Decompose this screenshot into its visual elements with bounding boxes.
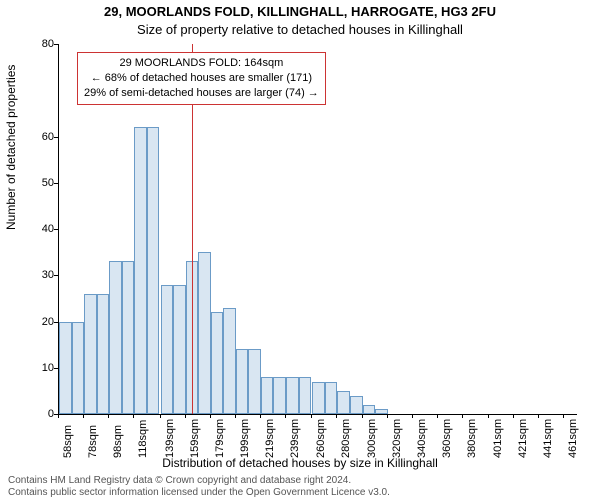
histogram-bar xyxy=(59,322,72,415)
x-tick-label: 461sqm xyxy=(567,419,579,458)
histogram-bar xyxy=(325,382,338,414)
x-tick-label: 421sqm xyxy=(517,419,529,458)
x-tick-label: 159sqm xyxy=(189,419,201,458)
x-tick-mark xyxy=(260,414,261,418)
x-tick-label: 380sqm xyxy=(466,419,478,458)
y-tick-mark xyxy=(54,322,58,323)
x-tick-mark xyxy=(513,414,514,418)
x-tick-label: 58sqm xyxy=(62,425,74,458)
x-axis-label: Distribution of detached houses by size … xyxy=(0,456,600,470)
histogram-bar xyxy=(273,377,286,414)
y-tick-label: 50 xyxy=(42,177,54,189)
x-tick-mark xyxy=(285,414,286,418)
y-tick-label: 30 xyxy=(42,269,54,281)
y-tick-mark xyxy=(54,183,58,184)
histogram-bar xyxy=(286,377,299,414)
y-tick-label: 0 xyxy=(48,408,54,420)
x-tick-label: 219sqm xyxy=(264,419,276,458)
annotation-line: ← 68% of detached houses are smaller (17… xyxy=(84,71,319,86)
x-tick-label: 300sqm xyxy=(366,419,378,458)
x-tick-label: 340sqm xyxy=(416,419,428,458)
x-tick-mark xyxy=(235,414,236,418)
y-tick-label: 60 xyxy=(42,131,54,143)
y-tick-label: 10 xyxy=(42,362,54,374)
histogram-bar xyxy=(72,322,85,415)
x-tick-mark xyxy=(488,414,489,418)
footer-line-1: Contains HM Land Registry data © Crown c… xyxy=(8,475,592,487)
histogram-bar xyxy=(337,391,350,414)
x-tick-mark xyxy=(210,414,211,418)
x-tick-mark xyxy=(362,414,363,418)
x-tick-mark xyxy=(412,414,413,418)
x-tick-mark xyxy=(83,414,84,418)
y-tick-label: 20 xyxy=(42,316,54,328)
x-tick-label: 441sqm xyxy=(542,419,554,458)
x-tick-label: 118sqm xyxy=(137,420,149,458)
x-tick-mark xyxy=(437,414,438,418)
x-tick-label: 401sqm xyxy=(492,419,504,458)
x-tick-mark xyxy=(108,414,109,418)
histogram-bar xyxy=(236,349,249,414)
chart-subtitle: Size of property relative to detached ho… xyxy=(0,22,600,37)
x-tick-label: 199sqm xyxy=(239,419,251,458)
x-tick-mark xyxy=(563,414,564,418)
histogram-bar xyxy=(261,377,274,414)
y-axis-label: Number of detached properties xyxy=(4,65,18,230)
x-tick-label: 320sqm xyxy=(391,419,403,458)
histogram-bar xyxy=(161,285,174,415)
histogram-bar xyxy=(122,261,135,414)
x-tick-mark xyxy=(462,414,463,418)
histogram-bar xyxy=(350,396,363,415)
x-tick-mark xyxy=(185,414,186,418)
x-tick-label: 239sqm xyxy=(289,419,301,458)
y-tick-mark xyxy=(54,137,58,138)
y-tick-mark xyxy=(54,44,58,45)
attribution-footer: Contains HM Land Registry data © Crown c… xyxy=(8,475,592,499)
histogram-bar xyxy=(84,294,97,414)
x-tick-mark xyxy=(58,414,59,418)
y-tick-mark xyxy=(54,229,58,230)
histogram-bar xyxy=(211,312,224,414)
x-tick-label: 179sqm xyxy=(214,419,226,458)
histogram-bar xyxy=(312,382,325,414)
histogram-bar xyxy=(147,127,160,414)
annotation-line: 29 MOORLANDS FOLD: 164sqm xyxy=(84,56,319,71)
histogram-bar xyxy=(173,285,186,415)
y-tick-mark xyxy=(54,368,58,369)
x-tick-mark xyxy=(160,414,161,418)
chart-title: 29, MOORLANDS FOLD, KILLINGHALL, HARROGA… xyxy=(0,4,600,19)
histogram-bar xyxy=(299,377,312,414)
y-tick-mark xyxy=(54,275,58,276)
annotation-box: 29 MOORLANDS FOLD: 164sqm← 68% of detach… xyxy=(77,52,326,105)
x-tick-mark xyxy=(387,414,388,418)
histogram-bar xyxy=(97,294,110,414)
y-tick-label: 40 xyxy=(42,223,54,235)
x-tick-label: 98sqm xyxy=(112,425,124,458)
footer-line-2: Contains public sector information licen… xyxy=(8,487,592,499)
histogram-bar xyxy=(198,252,211,414)
x-tick-label: 360sqm xyxy=(441,419,453,458)
x-tick-label: 78sqm xyxy=(87,425,99,458)
chart-container: { "title_main": "29, MOORLANDS FOLD, KIL… xyxy=(0,0,600,500)
histogram-bar xyxy=(134,127,147,414)
annotation-line: 29% of semi-detached houses are larger (… xyxy=(84,86,319,101)
x-tick-mark xyxy=(336,414,337,418)
x-tick-label: 139sqm xyxy=(164,419,176,458)
y-tick-label: 80 xyxy=(42,38,54,50)
histogram-bar xyxy=(223,308,236,414)
x-tick-mark xyxy=(538,414,539,418)
x-tick-label: 260sqm xyxy=(315,419,327,458)
histogram-bar xyxy=(363,405,376,414)
x-tick-mark xyxy=(311,414,312,418)
x-tick-label: 280sqm xyxy=(340,419,352,458)
plot-area: 29 MOORLANDS FOLD: 164sqm← 68% of detach… xyxy=(58,44,577,415)
histogram-bar xyxy=(248,349,261,414)
histogram-bar xyxy=(109,261,122,414)
x-tick-mark xyxy=(133,414,134,418)
